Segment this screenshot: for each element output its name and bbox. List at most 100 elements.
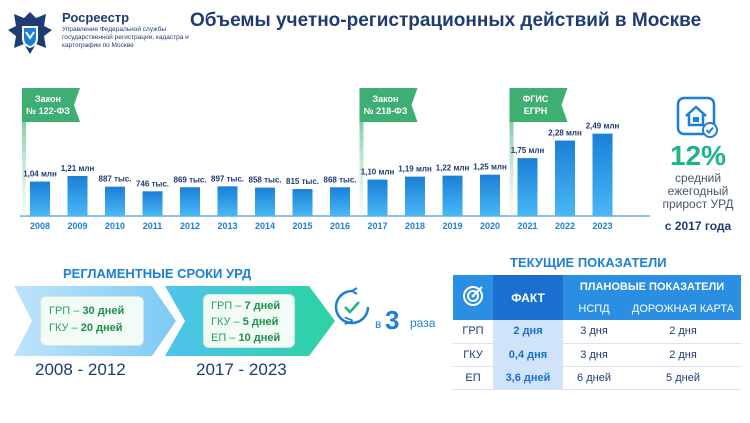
year-tick-label: 2020 bbox=[480, 221, 500, 231]
clock-check-icon bbox=[334, 287, 370, 325]
year-tick-label: 2016 bbox=[330, 221, 350, 231]
bar-2017 bbox=[367, 179, 388, 216]
page-title: Объемы учетно-регистрационных действий в… bbox=[190, 10, 702, 31]
bar-value-label: 1,22 млн bbox=[436, 164, 470, 173]
period2-label: 2017 - 2023 bbox=[196, 360, 287, 379]
year-tick-label: 2008 bbox=[30, 221, 50, 231]
growth-percent: 12% bbox=[669, 140, 727, 171]
period2-line: ЕП – 10 дней bbox=[211, 332, 281, 344]
reduction-prefix: в bbox=[375, 317, 382, 331]
org-name: Росреестр bbox=[62, 10, 130, 25]
bar-2018 bbox=[405, 176, 425, 216]
bar-value-label: 869 тыс. bbox=[174, 175, 207, 184]
bar-2015 bbox=[292, 189, 313, 216]
period1-deadlines: ГРП – 30 дней ГКУ – 20 дней bbox=[40, 296, 144, 346]
flag-banner bbox=[359, 88, 418, 122]
bar-2008 bbox=[30, 181, 50, 216]
row-name: ЕП bbox=[453, 366, 493, 390]
target-icon bbox=[463, 286, 483, 306]
flag-label: № 122-ФЗ bbox=[26, 106, 70, 116]
bar-2019 bbox=[442, 175, 463, 216]
law-flag: ФГИС ЕГРН bbox=[509, 88, 568, 216]
year-tick-label: 2009 bbox=[67, 221, 87, 231]
year-tick-label: 2010 bbox=[105, 221, 125, 231]
bar-2021 bbox=[517, 158, 538, 216]
subheader-roadmap: ДОРОЖНАЯ КАРТА bbox=[625, 298, 741, 320]
row-roadmap: 2 дня bbox=[625, 320, 741, 344]
row-roadmap: 5 дней bbox=[625, 366, 741, 390]
period2-deadlines: ГРП – 7 дней ГКУ – 5 дней ЕП – 10 дней bbox=[203, 294, 295, 348]
year-tick-label: 2022 bbox=[555, 221, 575, 231]
plan-header: ПЛАНОВЫЕ ПОКАЗАТЕЛИ bbox=[563, 275, 741, 298]
bar-2012 bbox=[180, 187, 200, 216]
year-tick-label: 2021 bbox=[517, 221, 537, 231]
row-fact: 3,6 дней bbox=[493, 366, 563, 390]
period1-line: ГРП – 30 дней bbox=[49, 305, 125, 317]
flag-label: № 218-ФЗ bbox=[364, 106, 408, 116]
reduction-word: раза bbox=[410, 316, 436, 330]
table-header-row: ФАКТ ПЛАНОВЫЕ ПОКАЗАТЕЛИ bbox=[453, 275, 741, 320]
row-roadmap: 2 дня bbox=[625, 343, 741, 367]
law-flag: Закон № 122-ФЗ bbox=[22, 88, 80, 216]
bar-value-label: 1,10 млн bbox=[361, 168, 395, 177]
year-tick-label: 2011 bbox=[143, 221, 163, 231]
row-fact: 2 дня bbox=[493, 320, 563, 344]
bar-value-label: 746 тыс. bbox=[136, 179, 169, 188]
year-tick-label: 2019 bbox=[442, 221, 462, 231]
law-flag: Закон № 218-ФЗ bbox=[359, 88, 418, 216]
year-tick-label: 2018 bbox=[405, 221, 425, 231]
table-row: ЕП 3,6 дней 6 дней 5 дней bbox=[453, 366, 741, 390]
year-tick-label: 2013 bbox=[217, 221, 237, 231]
growth-text: средний ежегодный прирост УРД bbox=[662, 171, 734, 211]
period2-line: ГКУ – 5 дней bbox=[211, 316, 279, 328]
flag-pole bbox=[359, 88, 364, 216]
bar-value-label: 858 тыс. bbox=[249, 176, 282, 185]
period1-line: ГКУ – 20 дней bbox=[49, 322, 123, 334]
row-name: ГРП bbox=[453, 320, 493, 344]
fact-header: ФАКТ bbox=[493, 275, 563, 320]
row-fact: 0,4 дня bbox=[493, 343, 563, 367]
year-tick-label: 2012 bbox=[180, 221, 200, 231]
bar-2011 bbox=[142, 191, 163, 216]
bar-2014 bbox=[255, 187, 275, 216]
subheader-nspd: НСПД bbox=[563, 298, 625, 320]
year-tick-label: 2014 bbox=[255, 221, 275, 231]
row-nspd: 3 дня bbox=[563, 320, 625, 344]
bar-2016 bbox=[330, 187, 350, 216]
bar-2020 bbox=[480, 174, 500, 216]
year-tick-label: 2017 bbox=[367, 221, 387, 231]
bar-value-label: 887 тыс. bbox=[99, 175, 132, 184]
flag-banner bbox=[22, 88, 80, 122]
flag-pole bbox=[22, 88, 26, 216]
rosreestr-emblem-icon bbox=[8, 12, 52, 54]
bar-value-label: 868 тыс. bbox=[324, 175, 357, 184]
period1-label: 2008 - 2012 bbox=[35, 360, 126, 379]
indicators-table: ФАКТ ПЛАНОВЫЕ ПОКАЗАТЕЛИ НСПД ДОРОЖНАЯ К… bbox=[453, 275, 741, 390]
row-nspd: 6 дней bbox=[563, 366, 625, 390]
table-row: ГРП 2 дня 3 дня 2 дня bbox=[453, 320, 741, 344]
bar-value-label: 897 тыс. bbox=[211, 174, 244, 183]
bar-2022 bbox=[555, 140, 575, 216]
bar-value-label: 2,28 млн bbox=[548, 129, 582, 138]
flag-label: ФГИС bbox=[523, 94, 549, 104]
row-nspd: 3 дня bbox=[563, 343, 625, 367]
deadlines-title: РЕГЛАМЕНТНЫЕ СРОКИ УРД bbox=[63, 266, 252, 281]
year-tick-label: 2023 bbox=[592, 221, 612, 231]
bar-value-label: 1,04 млн bbox=[23, 170, 57, 179]
reduction-number: 3 bbox=[385, 305, 400, 335]
bar-value-label: 1,75 млн bbox=[511, 146, 545, 155]
flag-pole bbox=[509, 88, 514, 216]
volume-bar-chart: Закон № 122-ФЗ Закон № 218-ФЗ ФГИС ЕГРН 1,04 м… bbox=[20, 88, 650, 231]
bar-value-label: 2,49 млн bbox=[586, 122, 620, 131]
bar-value-label: 1,19 млн bbox=[398, 165, 432, 174]
bar-2013 bbox=[217, 186, 238, 216]
year-tick-label: 2015 bbox=[292, 221, 312, 231]
table-subheader-row: НСПД ДОРОЖНАЯ КАРТА bbox=[453, 298, 741, 320]
flag-label: ЕГРН bbox=[524, 106, 548, 116]
bar-2023 bbox=[592, 133, 613, 216]
period2-line: ГРП – 7 дней bbox=[211, 300, 281, 312]
bar-value-label: 1,25 млн bbox=[473, 163, 507, 172]
house-check-icon bbox=[676, 96, 718, 138]
row-name: ГКУ bbox=[453, 343, 493, 367]
bar-2009 bbox=[67, 175, 88, 216]
